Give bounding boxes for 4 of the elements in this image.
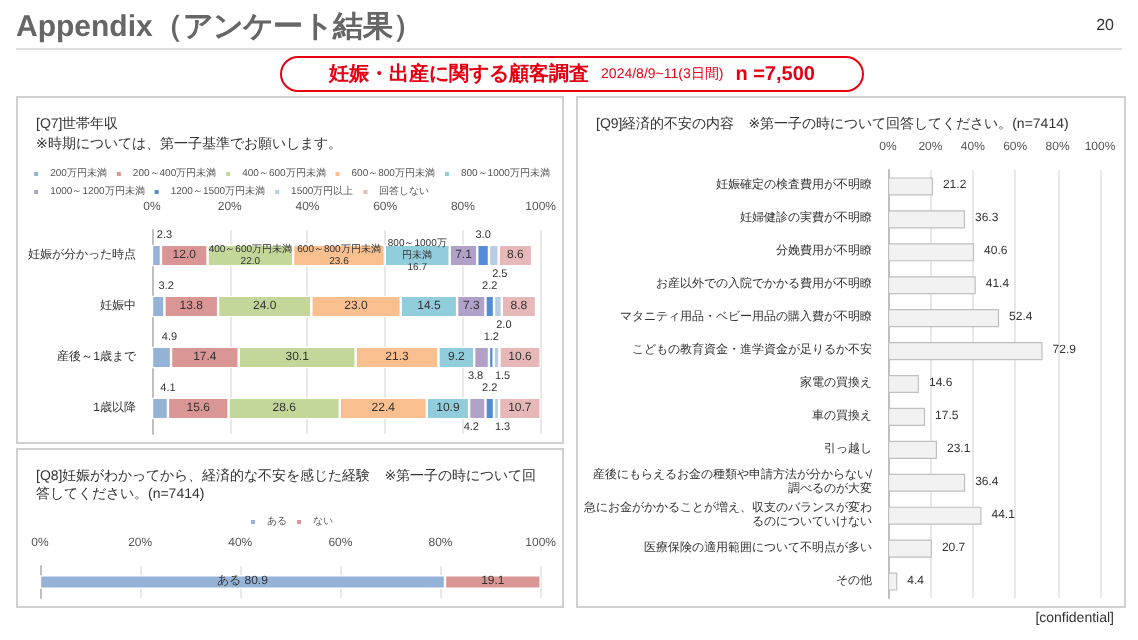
text: n =7,500 — [735, 63, 815, 85]
text: Appendix（アンケート結果） — [16, 8, 423, 46]
text: 妊娠・出産に関する顧客調査 — [329, 60, 590, 88]
text: 20 — [1096, 16, 1114, 34]
